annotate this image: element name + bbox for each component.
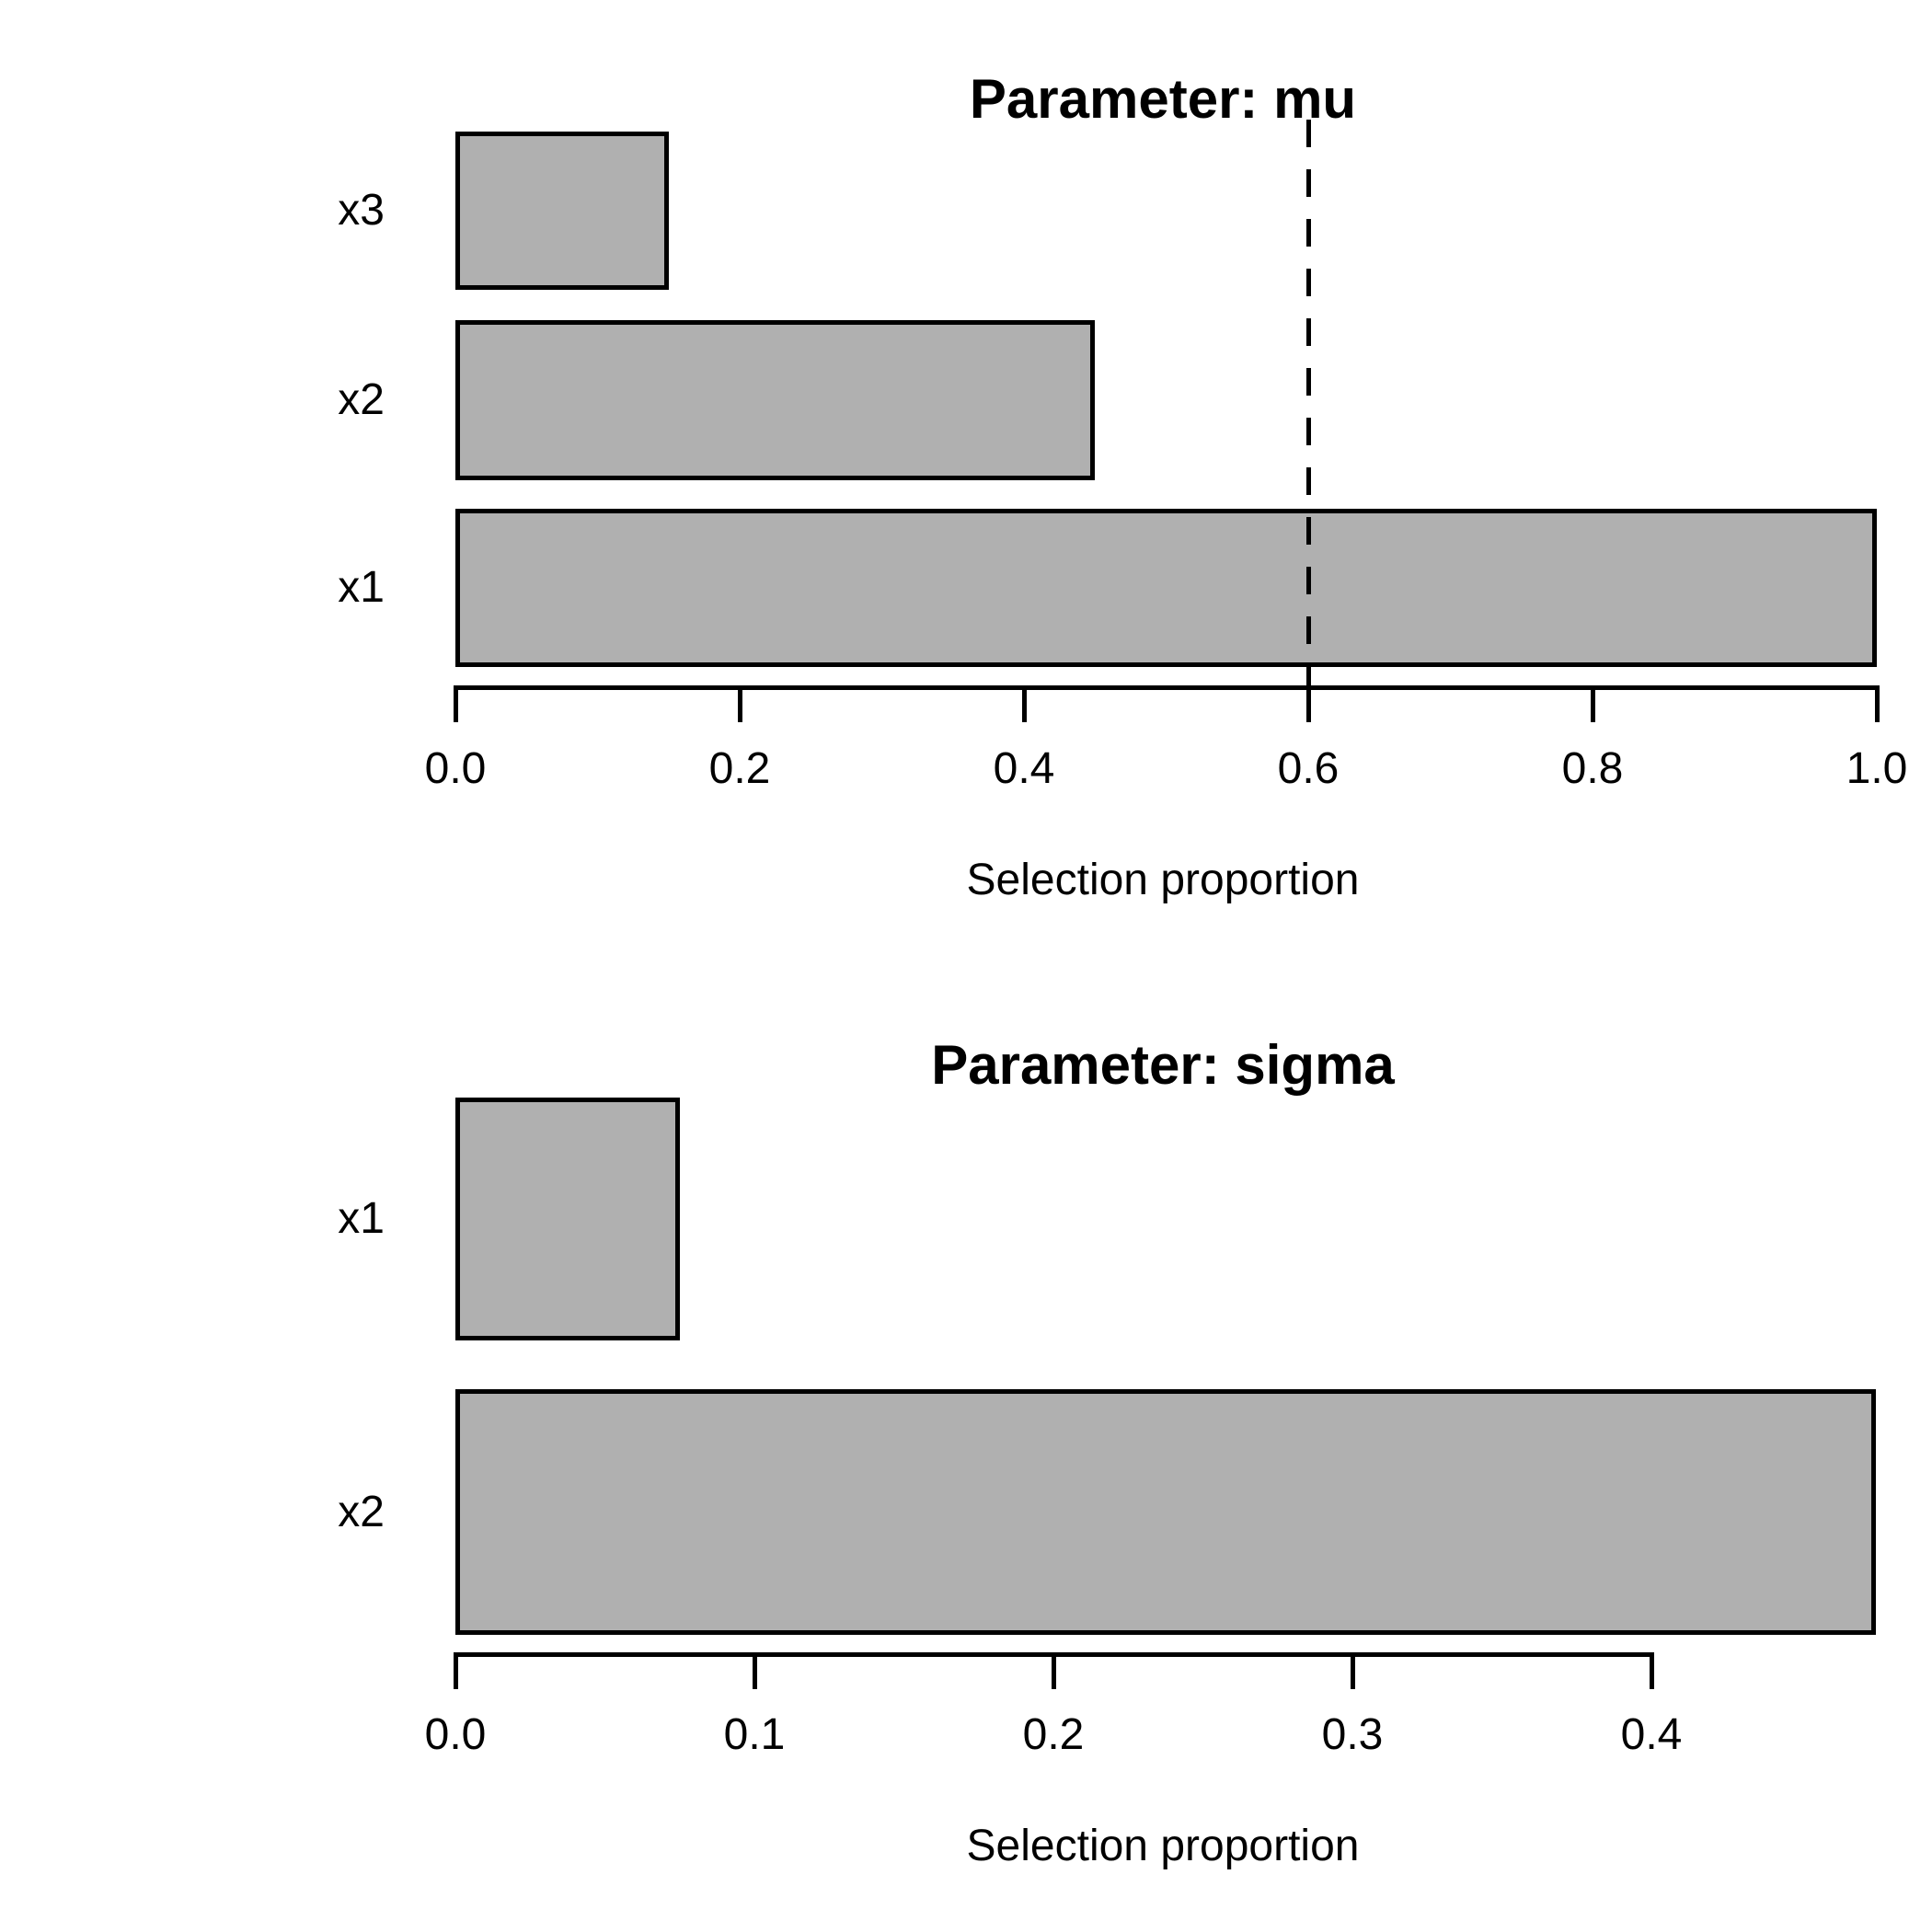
axis-tick [1650,1652,1654,1689]
bar [455,509,1877,667]
category-label: x1 [338,1194,385,1243]
axis-tick [1052,1652,1056,1689]
x-axis-line [454,685,1880,690]
category-label: x3 [338,186,385,235]
axis-tick-label: 0.1 [723,1710,786,1759]
axis-tick-label: 0.0 [424,1710,487,1759]
bar [455,132,669,290]
axis-tick [1306,685,1311,722]
chart-title: Parameter: sigma [931,1033,1395,1096]
axis-tick-label: 1.0 [1846,744,1908,793]
x-axis-label: Selection proportion [966,856,1360,904]
bar [455,1389,1876,1635]
axis-tick-label: 0.2 [1022,1710,1085,1759]
bar [455,1098,680,1340]
axis-tick-label: 0.0 [424,744,487,793]
category-label: x2 [338,1487,385,1536]
axis-tick [738,685,742,722]
axis-tick [1875,685,1880,722]
axis-tick-label: 0.8 [1561,744,1624,793]
bar [455,320,1095,480]
axis-tick [1022,685,1027,722]
category-label: x2 [338,375,385,424]
axis-tick [1351,1652,1355,1689]
axis-tick [1591,685,1595,722]
category-label: x1 [338,563,385,612]
axis-tick-label: 0.2 [708,744,771,793]
axis-tick-label: 0.4 [993,744,1055,793]
axis-tick-label: 0.4 [1620,1710,1683,1759]
axis-tick-label: 0.3 [1321,1710,1384,1759]
x-axis-label: Selection proportion [966,1822,1360,1870]
axis-tick [753,1652,757,1689]
threshold-line [1306,120,1311,690]
axis-tick [454,1652,458,1689]
axis-tick [454,685,458,722]
axis-tick-label: 0.6 [1277,744,1340,793]
chart-title: Parameter: mu [969,67,1357,130]
